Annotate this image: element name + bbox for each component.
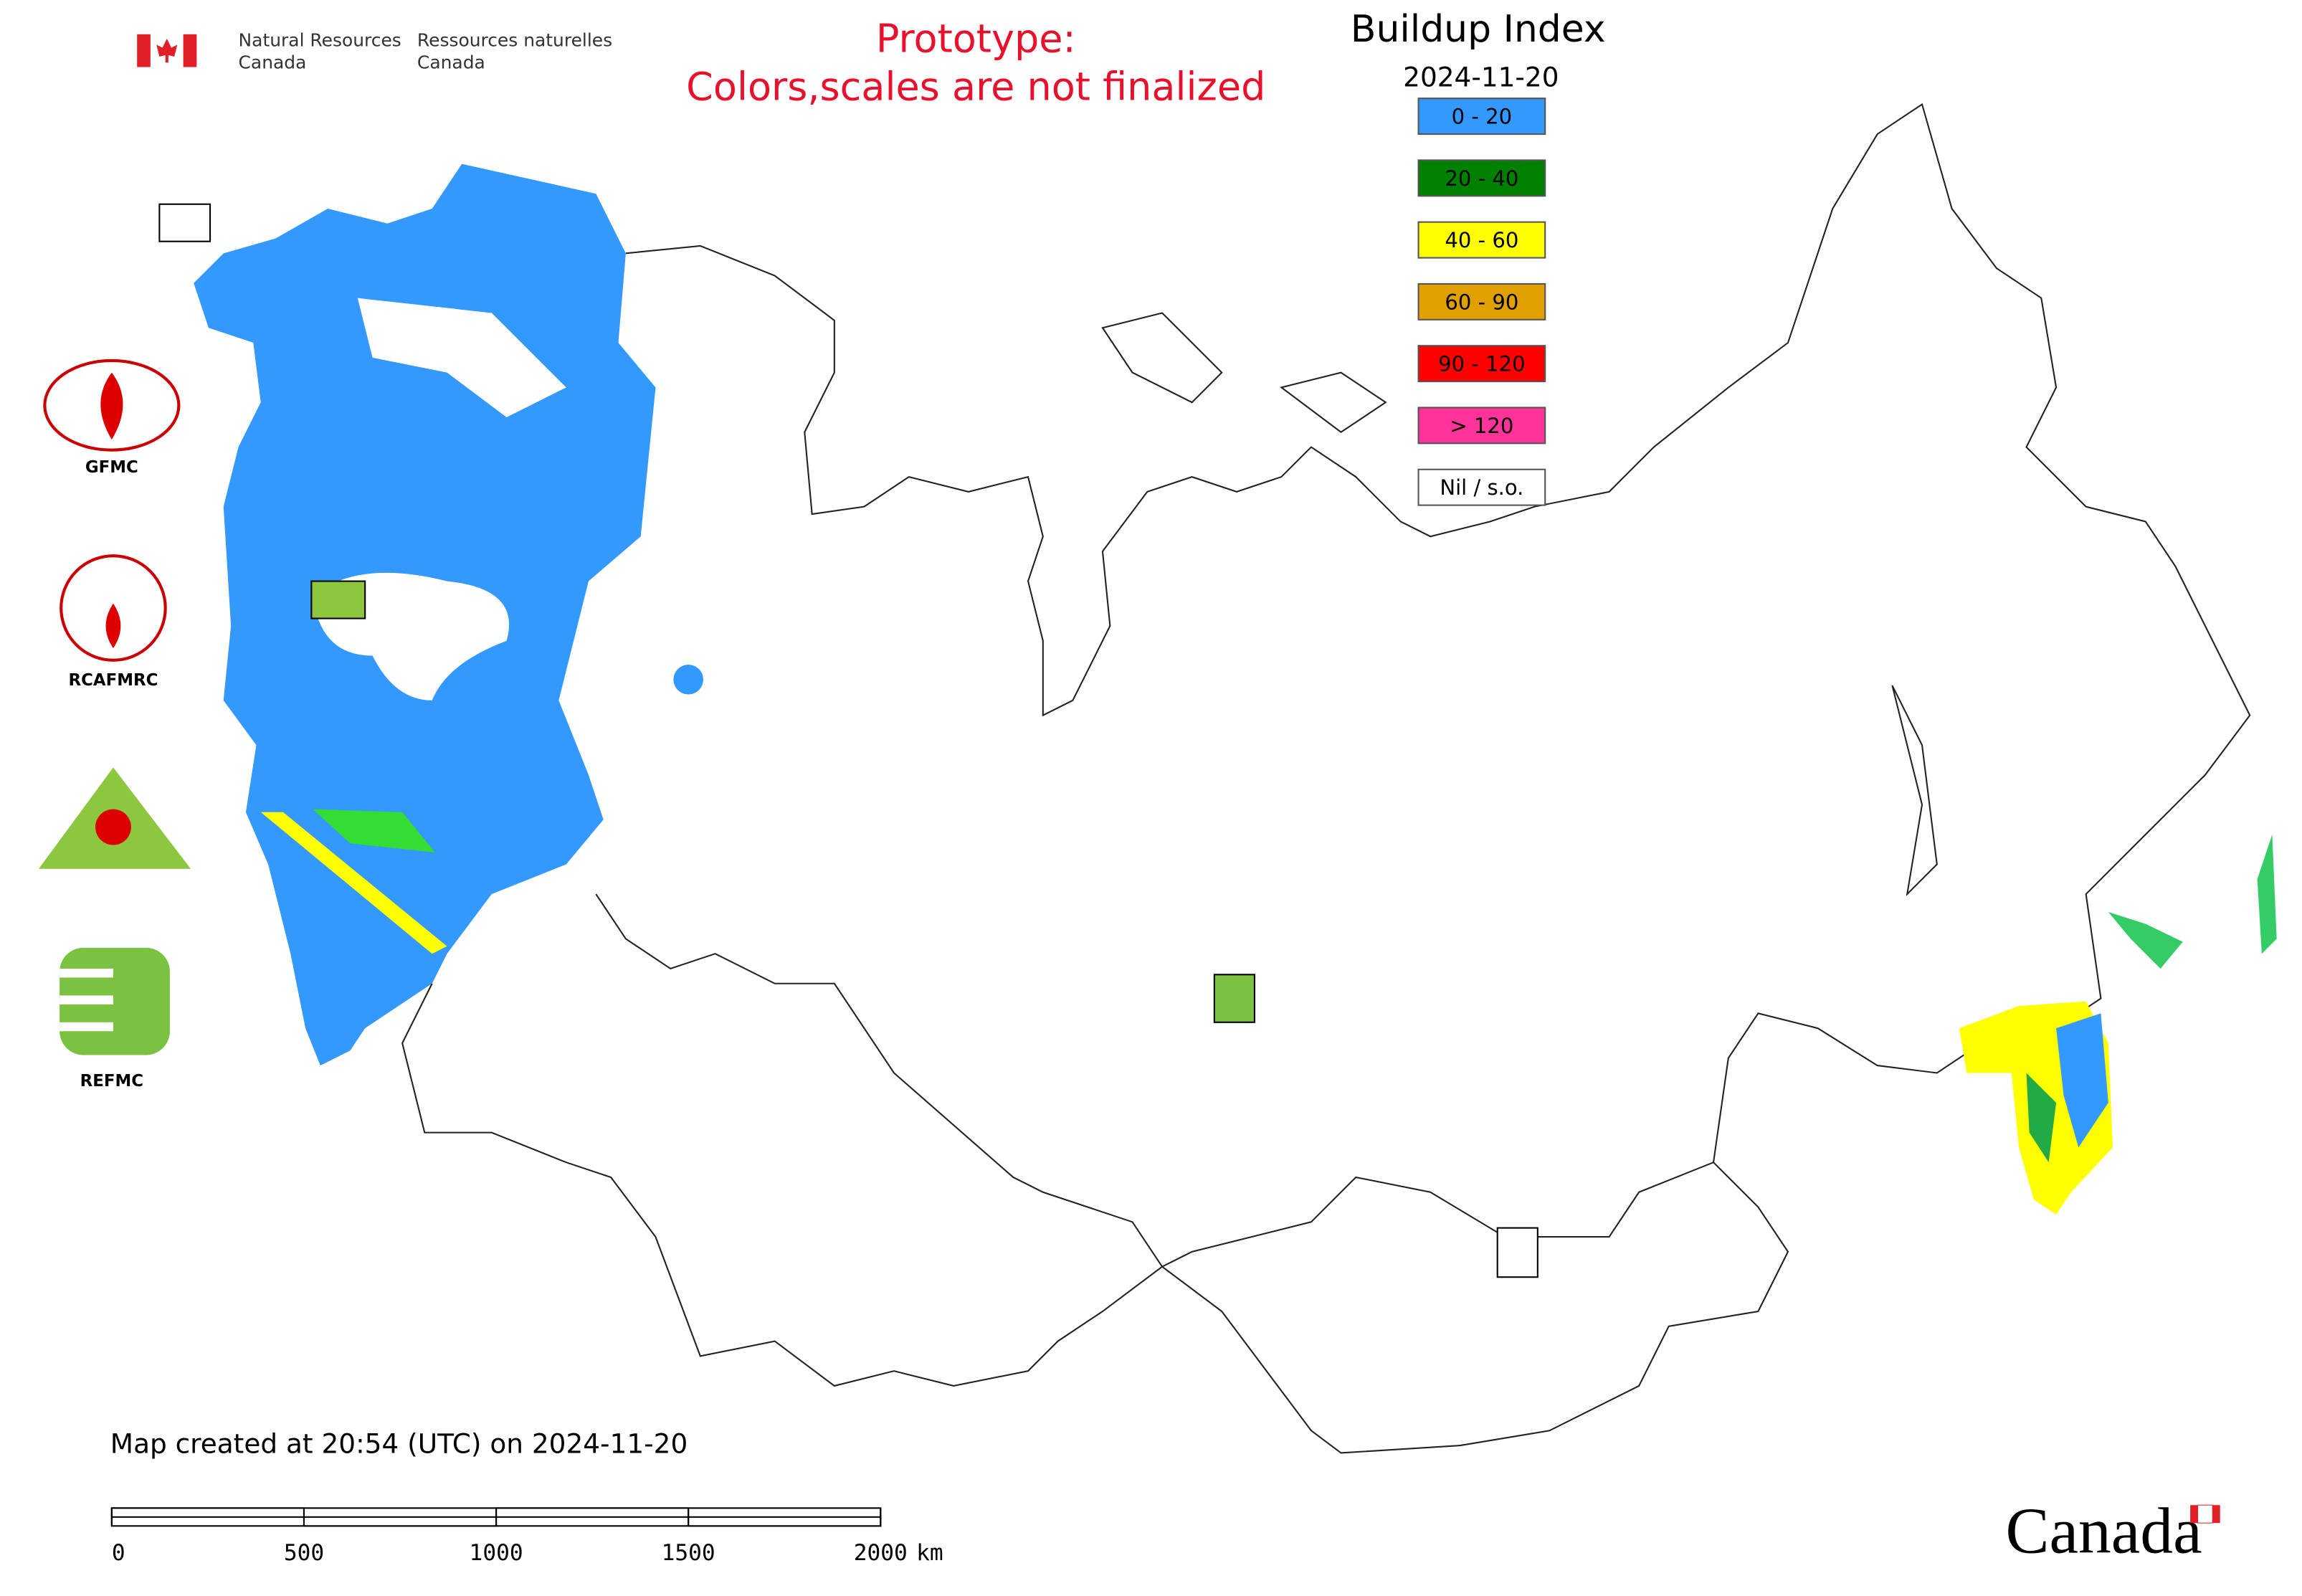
flag-bar (183, 34, 197, 67)
scale-segment (110, 1507, 305, 1518)
sakhalin-outline (1891, 685, 1938, 897)
region-20-40 (313, 809, 435, 852)
legend-swatch (1417, 282, 1546, 320)
index-raster (194, 163, 2277, 1215)
map-marker-reefmc (310, 580, 366, 619)
country-outlines (401, 103, 2251, 1454)
notice: Colors,scales are not finalized (686, 64, 1265, 109)
reefmc-emblem (95, 809, 131, 845)
partner-label: RCAFMRC (69, 671, 158, 690)
agency-fr: Canada (417, 52, 485, 73)
region-40-60 (260, 812, 447, 954)
map-date: 2024-11-20 (1403, 62, 1559, 93)
partner-label: GFMC (85, 458, 138, 477)
legend-label: 20 - 40 (1445, 166, 1518, 191)
scale-segment (688, 1516, 882, 1527)
taymyr-islands (1279, 371, 1387, 434)
region-0-20 (2056, 1013, 2108, 1148)
agency-en: Natural Resources (239, 29, 401, 50)
region-0-20 (673, 664, 703, 695)
scale-label: 0 (112, 1540, 125, 1566)
legend-label: > 120 (1450, 414, 1513, 438)
scale-segment (303, 1516, 498, 1527)
scale-unit: km (916, 1540, 943, 1566)
scale-label: 1500 (662, 1540, 715, 1566)
legend-swatch (1417, 468, 1546, 506)
scale-bar: 0 500 1000 1500 2000 km (110, 1507, 943, 1566)
partner-logos: GFMC RCAFMRC REFMC (39, 203, 1538, 1278)
no-data-area (357, 298, 566, 417)
wordmark: Canada (2005, 1495, 2202, 1567)
scale-label: 1000 (470, 1540, 523, 1566)
agency-en: Canada (239, 52, 307, 73)
map-title: Buildup Index (1351, 8, 1606, 51)
rcafmrc-flame (105, 603, 121, 649)
region-20-40 (2026, 1073, 2057, 1163)
legend-swatch (1417, 221, 1546, 259)
region-20-40 (2257, 834, 2277, 954)
legend-label: 40 - 60 (1445, 228, 1518, 252)
legend-swatch (1417, 345, 1546, 383)
region-20-40 (2108, 912, 2183, 969)
map-marker-gfmc (158, 203, 211, 242)
novaya-zemlya (1101, 312, 1223, 404)
legend-label: 90 - 120 (1438, 352, 1525, 376)
created-note: Map created at 20:54 (UTC) on 2024-11-20 (110, 1428, 688, 1459)
map-marker-refmc (1213, 974, 1255, 1023)
scale-segment (495, 1507, 690, 1518)
legend: 0 - 20 20 - 40 40 - 60 60 - 90 90 - 120 > 120… (1417, 98, 1546, 506)
scale-label: 500 (284, 1540, 324, 1566)
kazakhstan-outline (401, 983, 1163, 1387)
agency-fr: Ressources naturelles (417, 29, 612, 50)
mongolia-outline (1161, 1162, 1789, 1454)
refmc-stripe (60, 995, 113, 1004)
legend-swatch (1417, 98, 1546, 136)
canada-wordmark: Canada (2005, 1495, 2220, 1567)
map-marker-rcafmrc (1496, 1227, 1538, 1278)
legend-label: 60 - 90 (1445, 290, 1518, 314)
gfmc-flame (100, 372, 123, 440)
refmc-stripe (60, 1022, 113, 1032)
notice: Prototype: (876, 16, 1076, 62)
russia-outline (595, 103, 2251, 1268)
refmc-stripe (60, 968, 113, 978)
legend-swatch (1417, 407, 1546, 445)
legend-label: 0 - 20 (1452, 105, 1512, 129)
scale-label: 2000 (854, 1540, 908, 1566)
maple-leaf (156, 39, 178, 63)
wordmark-flag (2190, 1505, 2198, 1524)
wordmark-flag (2197, 1504, 2213, 1524)
wordmark-flag (2212, 1505, 2220, 1524)
flag-bar (137, 34, 151, 67)
goc-signature: Natural Resources Canada Ressources natu… (137, 29, 612, 73)
legend-swatch (1417, 159, 1546, 197)
partner-label: REFMC (80, 1072, 143, 1091)
legend-label: Nil / s.o. (1440, 475, 1523, 500)
